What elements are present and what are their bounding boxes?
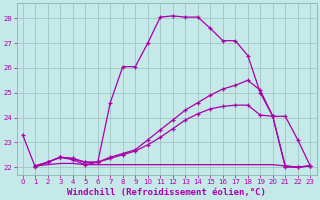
X-axis label: Windchill (Refroidissement éolien,°C): Windchill (Refroidissement éolien,°C) xyxy=(67,188,266,197)
